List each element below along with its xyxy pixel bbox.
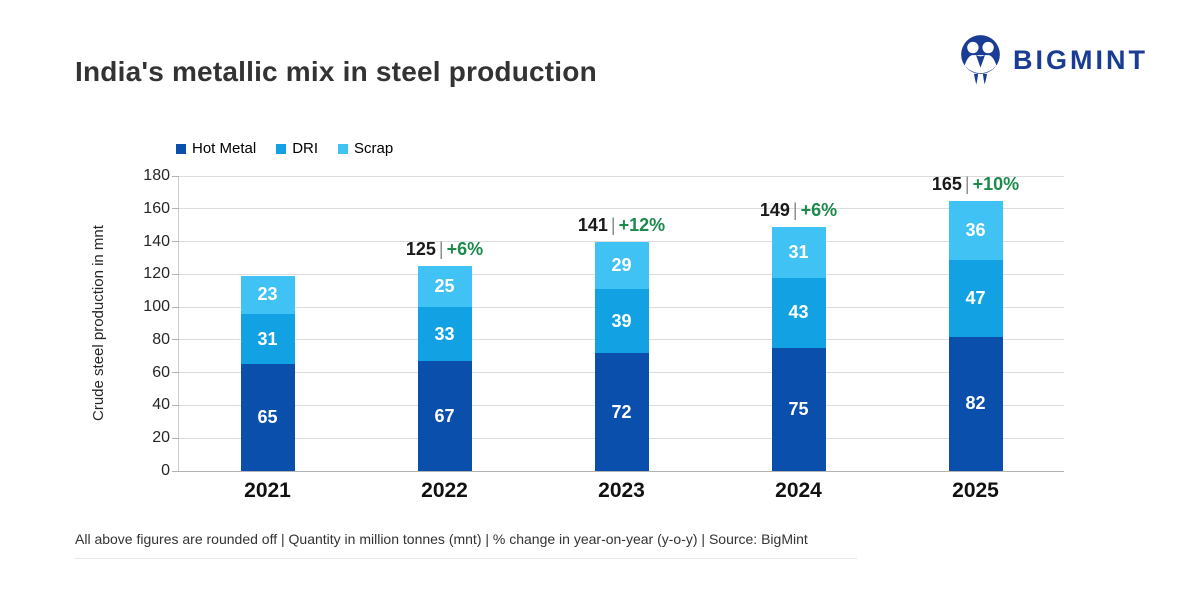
x-axis-line [173,471,1064,472]
legend-label-dri: DRI [292,140,319,157]
y-tick-0: 0 [161,462,170,479]
bar-value-label: 43 [788,302,809,323]
y-tickmark-180 [172,175,179,177]
y-tick-80: 80 [152,330,170,348]
bar-value-label: 29 [611,254,632,275]
y-tickmark-100 [172,306,179,308]
total-value: 141 [577,214,608,235]
annotation-divider: | [792,199,798,220]
x-tick-2025: 2025 [952,479,999,502]
total-annotation-2024: 149 | +6% [760,200,837,221]
footnote: All above figures are rounded off | Quan… [75,531,808,547]
bar-segment-scrap-2022: 25 [417,266,472,308]
y-axis-ticks: 0 20 40 60 80 100 120 140 160 180 [118,167,170,479]
bar-segment-hot-metal-2022: 67 [417,361,472,471]
bar-value-label: 72 [611,401,632,422]
total-value: 149 [759,199,790,220]
y-tickmark-140 [172,241,179,243]
annotation-divider: | [610,214,616,235]
y-axis-title: Crude steel production in mnt [90,225,107,422]
bar-segment-scrap-2025: 36 [948,200,1003,260]
footnote-rule [75,558,857,559]
y-tick-100: 100 [143,298,170,316]
y-tickmark-40 [172,404,179,406]
bar-segment-dri-2022: 33 [417,307,472,362]
bigmint-logo-icon [961,35,1000,85]
annotation-divider: | [964,173,970,194]
bar-value-label: 39 [611,310,632,331]
bar-segment-hot-metal-2021: 65 [240,364,295,471]
bar-value-label: 23 [257,284,278,305]
x-tick-2023: 2023 [598,479,645,502]
y-tickmark-80 [172,339,179,341]
bar-value-label: 75 [788,399,809,420]
bar-value-label: 31 [788,241,809,262]
total-value: 125 [405,239,436,260]
y-tick-120: 120 [143,265,170,283]
y-tickmark-120 [172,273,179,275]
bar-segment-dri-2025: 47 [948,259,1003,337]
legend-label-scrap: Scrap [354,140,394,157]
total-annotation-2023: 141 | +12% [578,215,665,236]
bar-value-label: 33 [434,323,455,344]
yoy-change: +12% [618,214,666,235]
bar-value-label: 65 [257,407,278,428]
bar-segment-scrap-2023: 29 [594,241,649,290]
gridline-140 [179,241,1064,243]
total-annotation-2022: 125 | +6% [406,239,483,260]
y-tick-20: 20 [152,429,170,447]
bar-segment-scrap-2024: 31 [771,226,826,278]
legend-item-scrap: Scrap [338,140,393,157]
legend-item-hot-metal: Hot Metal [176,140,256,157]
y-tick-140: 140 [143,232,170,250]
gridline-180 [179,175,1064,177]
bar-value-label: 67 [434,405,455,426]
bigmint-logo: BIGMINT [957,32,1148,88]
bar-value-label: 36 [965,219,986,240]
legend-swatch-scrap [338,143,349,154]
bar-segment-hot-metal-2023: 72 [594,353,649,471]
x-tick-2024: 2024 [775,479,822,502]
x-tick-2022: 2022 [421,479,468,502]
yoy-change: +10% [972,173,1020,194]
legend-item-dri: DRI [276,140,318,157]
bar-value-label: 25 [434,276,455,297]
bar-segment-scrap-2021: 23 [240,275,295,314]
yoy-change: +6% [446,239,484,260]
gridline-160 [179,208,1064,210]
legend-swatch-dri [276,143,287,154]
y-tickmark-60 [172,372,179,374]
legend-label-hot-metal: Hot Metal [192,140,257,157]
y-tick-60: 60 [152,363,170,381]
annotation-divider: | [438,239,444,260]
bigmint-logo-text: BIGMINT [1013,44,1148,75]
bar-segment-dri-2023: 39 [594,289,649,353]
y-tick-180: 180 [143,167,170,184]
total-value: 165 [931,173,962,194]
legend: Hot Metal DRI Scrap [176,140,393,157]
bar-segment-hot-metal-2024: 75 [771,348,826,471]
yoy-change: +6% [800,199,838,220]
legend-swatch-hot-metal [176,143,186,154]
bar-value-label: 47 [965,287,986,308]
x-tick-2021: 2021 [244,479,291,502]
y-tickmark-20 [172,437,179,439]
y-tickmark-160 [172,208,179,210]
y-tick-160: 160 [143,199,170,217]
bar-value-label: 31 [257,328,278,349]
page-title: India's metallic mix in steel production [75,56,597,87]
bar-segment-dri-2024: 43 [771,277,826,349]
bar-value-label: 82 [965,393,986,414]
total-annotation-2025: 165 | +10% [932,174,1019,195]
bar-segment-dri-2021: 31 [240,313,295,365]
bar-segment-hot-metal-2025: 82 [948,336,1003,471]
plot-area: 65 31 23 2021 67 33 25 125 | +6% 2022 72 39 29 141 | +12… [172,174,1064,502]
y-tick-40: 40 [152,396,170,414]
